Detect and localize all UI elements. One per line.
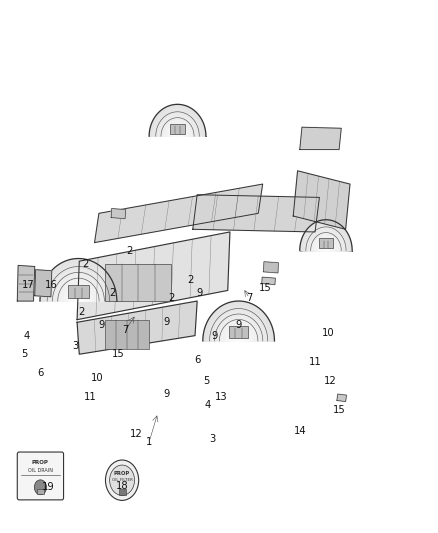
Text: OIL DRAIN: OIL DRAIN — [28, 468, 53, 473]
Bar — [68, 285, 89, 298]
Text: 15: 15 — [333, 405, 346, 415]
Polygon shape — [221, 321, 257, 341]
Bar — [170, 124, 185, 134]
Polygon shape — [230, 331, 247, 341]
Text: 6: 6 — [37, 368, 43, 378]
Polygon shape — [69, 290, 88, 301]
Polygon shape — [156, 112, 199, 136]
Circle shape — [34, 480, 46, 495]
Polygon shape — [111, 208, 126, 219]
Text: 2: 2 — [78, 306, 85, 317]
Polygon shape — [77, 232, 230, 320]
Text: 2: 2 — [126, 246, 133, 255]
Polygon shape — [54, 274, 102, 301]
Polygon shape — [207, 306, 270, 341]
Polygon shape — [64, 285, 93, 301]
Text: 17: 17 — [21, 280, 34, 290]
Text: 9: 9 — [163, 317, 170, 327]
Polygon shape — [193, 195, 319, 232]
Text: 19: 19 — [42, 482, 54, 492]
Text: 9: 9 — [212, 330, 218, 341]
Text: 9: 9 — [196, 288, 202, 298]
Polygon shape — [160, 116, 195, 136]
Text: 1: 1 — [146, 437, 152, 447]
Polygon shape — [300, 127, 341, 150]
Polygon shape — [35, 270, 52, 297]
Text: 2: 2 — [187, 275, 194, 285]
Bar — [37, 489, 44, 494]
Text: 9: 9 — [163, 389, 170, 399]
Text: 3: 3 — [72, 341, 78, 351]
Text: 2: 2 — [168, 293, 174, 303]
Text: 7: 7 — [122, 325, 128, 335]
Text: 13: 13 — [215, 392, 227, 402]
Polygon shape — [216, 316, 261, 341]
Text: 5: 5 — [203, 376, 209, 386]
Bar — [229, 326, 248, 338]
Text: 10: 10 — [90, 373, 103, 383]
Text: OIL FILTER: OIL FILTER — [112, 478, 133, 482]
Polygon shape — [293, 171, 350, 229]
Text: PROP: PROP — [114, 471, 130, 476]
Text: 18: 18 — [116, 481, 128, 490]
Text: 4: 4 — [205, 400, 211, 410]
Text: 9: 9 — [98, 320, 104, 330]
Text: 12: 12 — [130, 429, 142, 439]
Polygon shape — [153, 108, 202, 136]
Polygon shape — [300, 220, 352, 251]
Text: 2: 2 — [109, 288, 115, 298]
Bar — [319, 238, 333, 248]
Polygon shape — [212, 311, 265, 341]
Polygon shape — [313, 235, 339, 251]
Text: 5: 5 — [21, 349, 28, 359]
Text: 14: 14 — [293, 426, 306, 437]
Text: PROP: PROP — [32, 461, 49, 465]
Polygon shape — [59, 280, 98, 301]
Polygon shape — [337, 394, 346, 401]
Polygon shape — [234, 336, 243, 341]
Text: 12: 12 — [324, 376, 337, 386]
Polygon shape — [316, 239, 336, 251]
Polygon shape — [77, 301, 197, 354]
Polygon shape — [323, 247, 329, 251]
Text: 3: 3 — [209, 434, 215, 445]
Circle shape — [106, 460, 139, 500]
Polygon shape — [264, 262, 279, 273]
Polygon shape — [45, 264, 112, 301]
Polygon shape — [49, 269, 107, 301]
Text: 16: 16 — [45, 280, 57, 290]
Text: 11: 11 — [84, 392, 96, 402]
Polygon shape — [74, 296, 83, 301]
Circle shape — [110, 465, 134, 495]
FancyBboxPatch shape — [17, 452, 64, 500]
Polygon shape — [163, 120, 192, 136]
Text: 4: 4 — [24, 330, 30, 341]
Polygon shape — [149, 104, 206, 136]
Bar — [119, 489, 126, 495]
Polygon shape — [170, 128, 184, 136]
Polygon shape — [319, 243, 332, 251]
Text: 2: 2 — [83, 259, 89, 269]
Polygon shape — [225, 326, 252, 341]
Text: 6: 6 — [194, 354, 200, 365]
Polygon shape — [306, 228, 346, 251]
Polygon shape — [310, 231, 343, 251]
Polygon shape — [95, 184, 263, 243]
Text: 11: 11 — [309, 357, 321, 367]
Polygon shape — [167, 124, 188, 136]
Polygon shape — [203, 301, 275, 341]
Bar — [106, 320, 149, 349]
Polygon shape — [174, 132, 181, 136]
Polygon shape — [17, 265, 35, 301]
Polygon shape — [40, 259, 117, 301]
Text: 15: 15 — [112, 349, 125, 359]
Text: 9: 9 — [236, 320, 242, 330]
Text: 7: 7 — [247, 293, 253, 303]
Bar — [106, 264, 171, 301]
Polygon shape — [262, 277, 276, 285]
Text: 10: 10 — [322, 328, 335, 338]
Text: 15: 15 — [258, 283, 271, 293]
Polygon shape — [303, 223, 349, 251]
